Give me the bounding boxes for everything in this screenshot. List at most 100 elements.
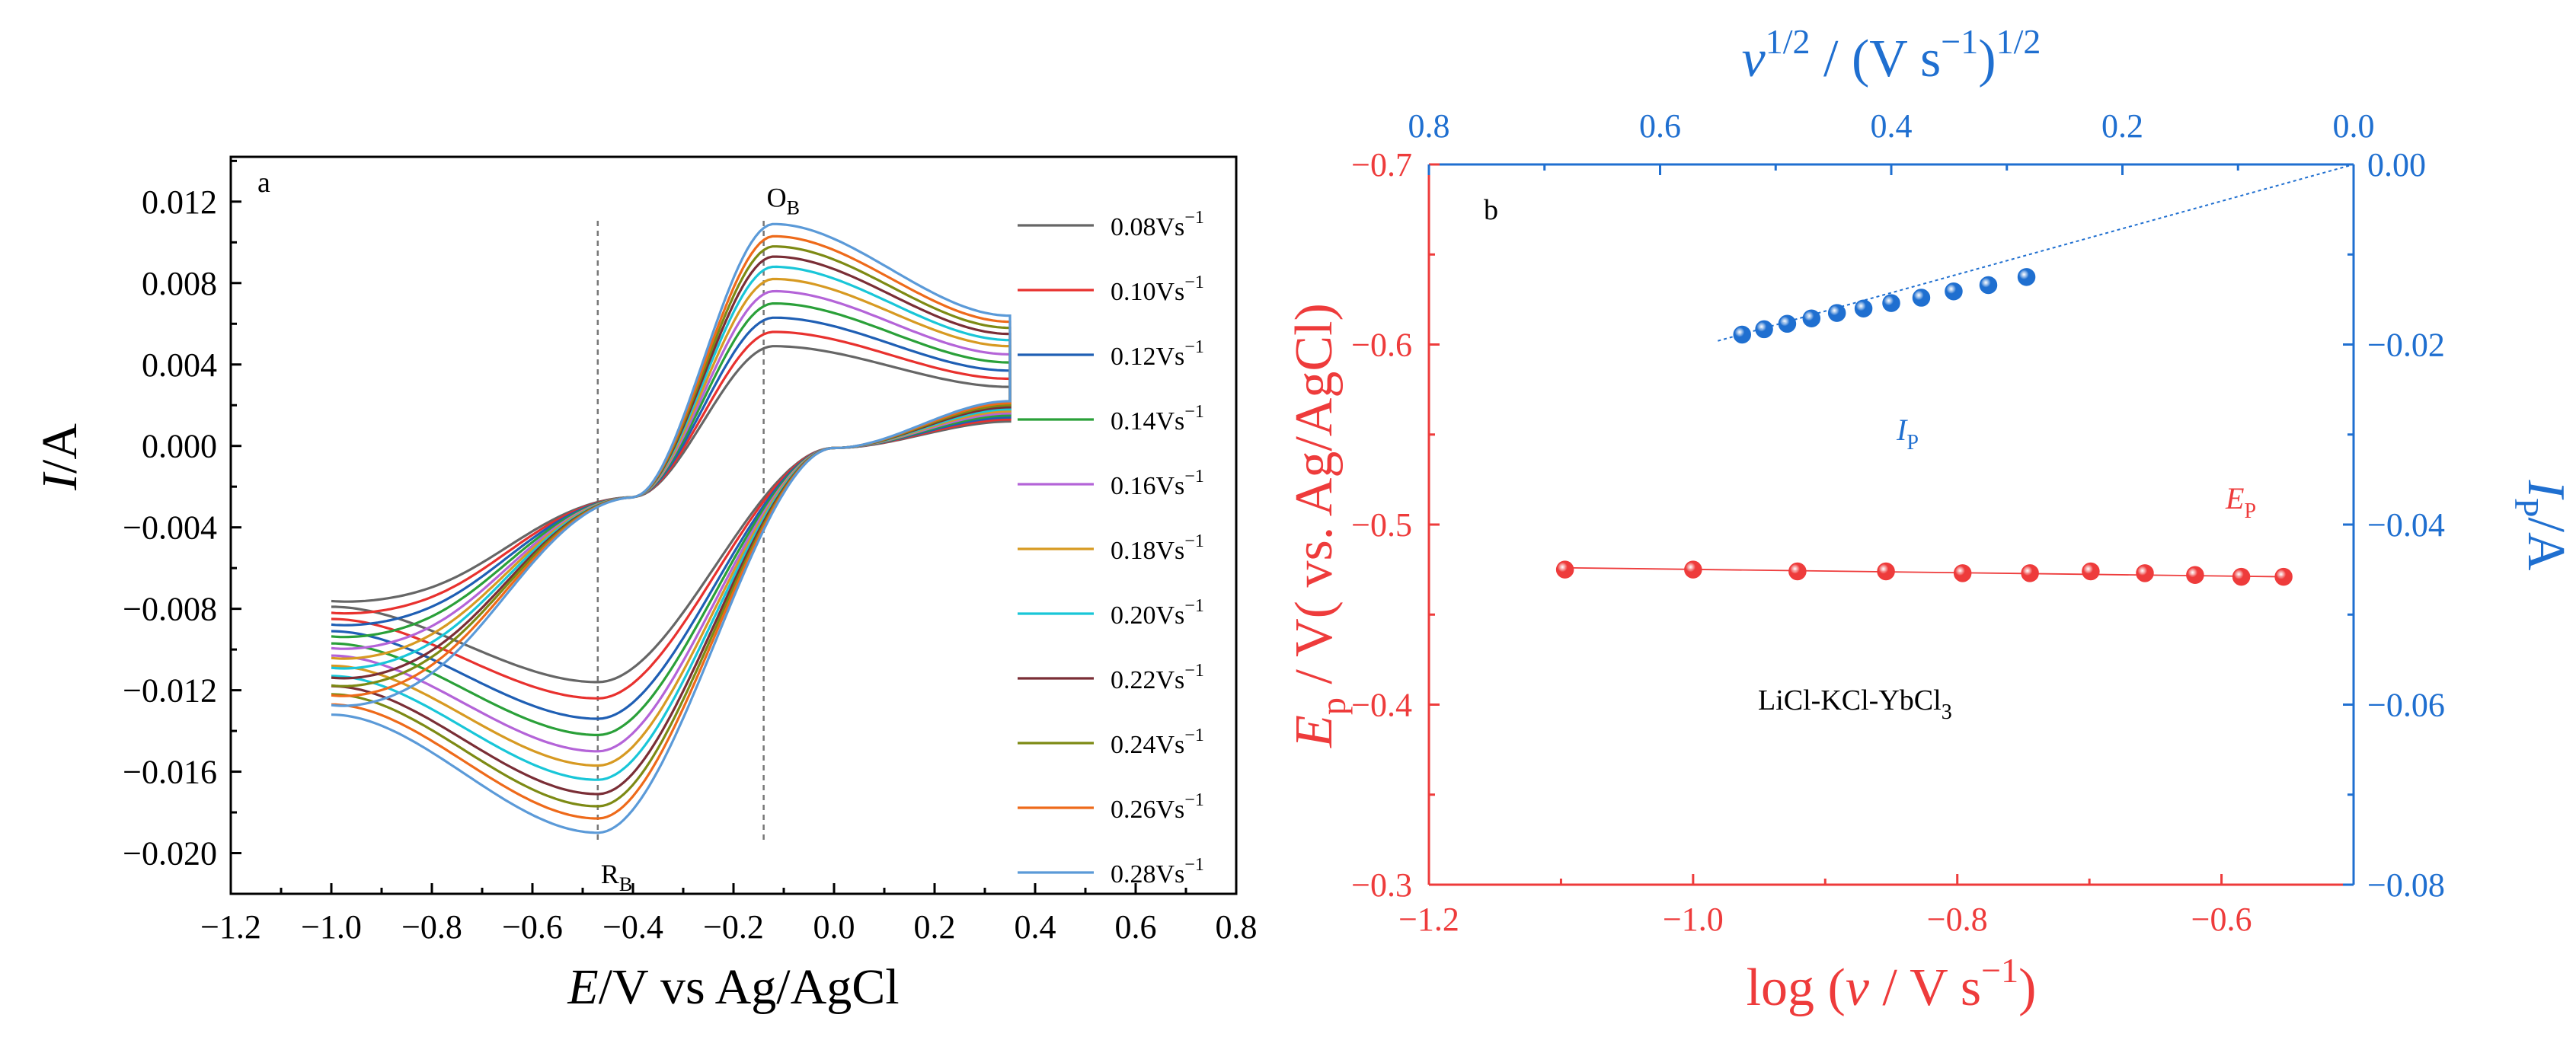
y-tick-label: 0.008 xyxy=(142,265,217,302)
legend-entry-0.28: 0.28Vs−1 xyxy=(1111,855,1204,888)
point-ep xyxy=(2274,567,2293,586)
panel-b-data-points xyxy=(1555,268,2293,586)
top-tick-label: 0.4 xyxy=(1871,107,1913,145)
x-tick-label: 0.8 xyxy=(1216,908,1258,946)
point-ep xyxy=(2232,567,2251,586)
legend-entry-0.10: 0.10Vs−1 xyxy=(1111,273,1204,306)
point-ep xyxy=(1877,562,1895,581)
y-tick-label: 0.004 xyxy=(142,346,217,384)
x-tick-label: 0.2 xyxy=(914,908,956,946)
ip-series-label: IP xyxy=(1896,413,1919,455)
point-ip xyxy=(1827,304,1846,322)
right-tick-label: −0.08 xyxy=(2367,866,2445,904)
point-ip xyxy=(1882,294,1900,312)
point-ep xyxy=(2136,564,2154,582)
legend-entry-0.22: 0.22Vs−1 xyxy=(1111,661,1204,694)
point-ep xyxy=(1788,562,1807,581)
left-tick-label: −0.4 xyxy=(1351,687,1412,724)
panel-a-cv-curves xyxy=(331,222,1012,834)
point-ep xyxy=(2021,564,2039,582)
x-tick-label: 0.6 xyxy=(1115,908,1157,946)
left-tick-label: −0.3 xyxy=(1351,866,1412,904)
panel-b-top-axis-ticks: 0.8 0.6 0.4 0.2 0.0 xyxy=(1408,107,2375,175)
top-tick-label: 0.2 xyxy=(2101,107,2143,145)
x-tick-label: −0.4 xyxy=(602,908,663,946)
cv-curve-0.28 xyxy=(331,222,1012,834)
y-tick-label: 0.000 xyxy=(142,428,217,465)
panel-b-peak-analysis: −1.2 −1.0 −0.8 −0.6 −0.7 −0.6 −0.5 −0.4 −0.3 0.… xyxy=(1285,22,2575,1017)
point-ip xyxy=(1755,320,1773,339)
x-tick-label: −1.0 xyxy=(301,908,362,946)
point-ep xyxy=(2082,562,2100,581)
right-tick-label: −0.06 xyxy=(2367,687,2445,724)
panel-a-legend: 0.08Vs−1 0.10Vs−1 0.12Vs−1 0.14Vs−1 0.16Vs−1… xyxy=(1018,208,1204,888)
panel-a-peak-annotations: OB RB xyxy=(601,182,800,895)
x-tick-label: −0.2 xyxy=(703,908,764,946)
panel-a-label: a xyxy=(257,167,270,199)
x-tick-label: 0.4 xyxy=(1015,908,1056,946)
bottom-tick-label: −1.2 xyxy=(1398,901,1459,938)
legend-entry-0.14: 0.14Vs−1 xyxy=(1111,402,1204,435)
x-tick-label: −1.2 xyxy=(200,908,261,946)
point-ip xyxy=(1778,314,1797,333)
legend-entry-0.08: 0.08Vs−1 xyxy=(1111,208,1204,241)
bottom-tick-label: −1.0 xyxy=(1663,901,1724,938)
panel-b-right-axis-title: IP/A xyxy=(2507,480,2575,571)
panel-b-right-axis-ticks: 0.00 −0.02 −0.04 −0.06 −0.08 xyxy=(2343,146,2445,904)
y-tick-label: −0.008 xyxy=(123,591,217,628)
panel-a-y-axis-title: I/A xyxy=(32,423,88,491)
electrolyte-label: LiCl-KCl-YbCl3 xyxy=(1758,684,1952,724)
legend-entry-0.24: 0.24Vs−1 xyxy=(1111,726,1204,759)
legend-entry-0.20: 0.20Vs−1 xyxy=(1111,596,1204,630)
y-tick-label: −0.020 xyxy=(123,835,217,873)
top-tick-label: 0.0 xyxy=(2333,107,2375,145)
bottom-tick-label: −0.6 xyxy=(2191,901,2252,938)
panel-b-bottom-axis-ticks: −1.2 −1.0 −0.8 −0.6 xyxy=(1398,874,2252,938)
y-tick-label: −0.004 xyxy=(123,509,217,547)
left-tick-label: −0.6 xyxy=(1351,327,1412,364)
panel-b-left-axis-title: Ep / V( vs. Ag/AgCl) xyxy=(1285,303,1353,748)
point-ep xyxy=(1555,560,1574,579)
cv-curve-0.12 xyxy=(331,316,1012,720)
legend-entry-0.16: 0.16Vs−1 xyxy=(1111,467,1204,500)
peak-annotation-rb: RB xyxy=(601,859,632,895)
right-tick-label: −0.02 xyxy=(2367,327,2445,364)
panel-b-left-axis-ticks: −0.7 −0.6 −0.5 −0.4 −0.3 xyxy=(1351,146,1440,904)
legend-entry-0.12: 0.12Vs−1 xyxy=(1111,337,1204,371)
point-ip xyxy=(1733,325,1751,344)
point-ep xyxy=(1953,564,1972,582)
panel-b-label: b xyxy=(1484,194,1498,226)
point-ip xyxy=(1802,309,1821,327)
panel-a-x-axis-ticks: −1.2 −1.0 −0.8 −0.6 −0.4 −0.2 0.0 0.2 0.4 0.6 0.8 xyxy=(200,883,1258,946)
cv-curve-0.10 xyxy=(331,330,1012,700)
y-tick-label: 0.012 xyxy=(142,183,217,221)
left-tick-label: −0.5 xyxy=(1351,506,1412,544)
right-tick-label: 0.00 xyxy=(2367,146,2426,183)
top-tick-label: 0.8 xyxy=(1408,107,1450,145)
cv-curve-0.18 xyxy=(331,277,1012,767)
y-tick-label: −0.012 xyxy=(123,672,217,710)
bottom-tick-label: −0.8 xyxy=(1927,901,1988,938)
y-tick-label: −0.016 xyxy=(123,754,217,791)
x-tick-label: −0.8 xyxy=(401,908,462,946)
fit-line-ep xyxy=(1564,566,2284,578)
point-ip xyxy=(2017,268,2036,286)
panel-a-cyclic-voltammogram: a −1.2 −1.0 −0.8 −0.6 −0.4 −0.2 0.0 0.2 0.4 0.6 0.… xyxy=(32,155,1258,1015)
left-tick-label: −0.7 xyxy=(1351,146,1412,183)
panel-a-x-axis-title: E/V vs Ag/AgCl xyxy=(567,959,899,1015)
point-ip xyxy=(1854,299,1873,317)
cv-curve-0.20 xyxy=(331,265,1012,781)
point-ep xyxy=(1684,560,1702,579)
point-ep xyxy=(2186,566,2204,584)
point-ip xyxy=(1945,282,1963,301)
point-ip xyxy=(1912,289,1931,307)
cv-curve-0.14 xyxy=(331,302,1012,736)
panel-a-frame xyxy=(229,155,1238,895)
fit-line-ip xyxy=(1718,164,2354,342)
legend-entry-0.18: 0.18Vs−1 xyxy=(1111,531,1204,565)
panel-b-bottom-axis-title: log (v / V s−1) xyxy=(1747,951,2037,1017)
x-tick-label: −0.6 xyxy=(502,908,563,946)
ep-series-label: EP xyxy=(2225,481,2256,523)
cv-curve-0.08 xyxy=(331,345,1012,684)
